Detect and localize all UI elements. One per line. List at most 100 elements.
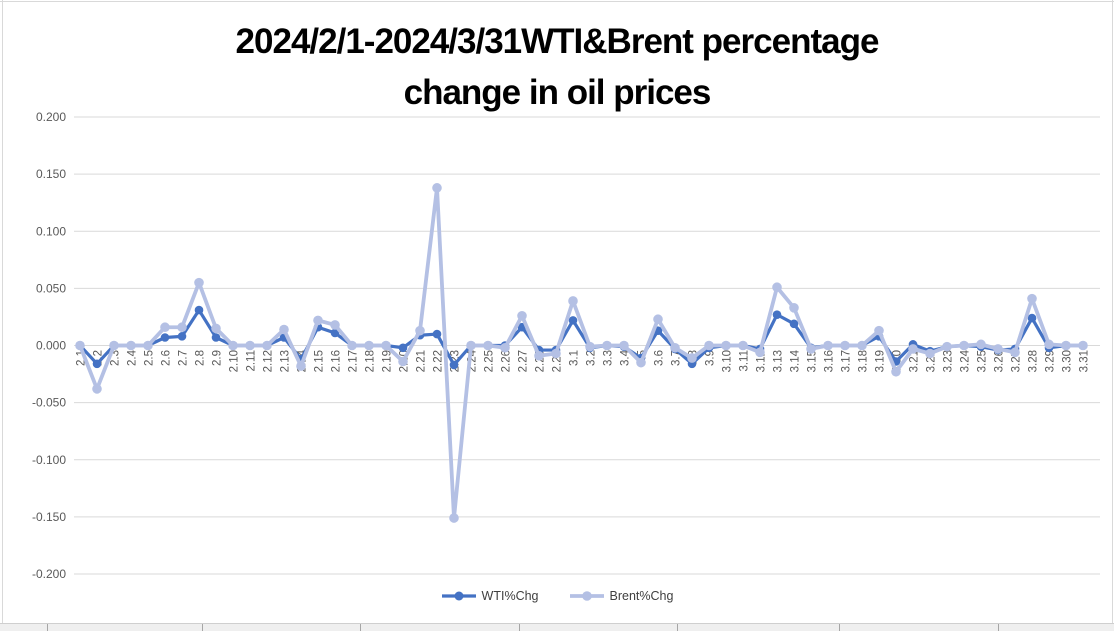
spreadsheet-strip [0,623,1114,631]
data-point-marker [772,310,782,319]
x-axis-tick-label: 2.19 [382,350,394,372]
y-axis-tick-label: 0.150 [36,167,66,181]
y-axis-tick-label: 0.000 [36,339,66,353]
sheet-column-tick [360,624,361,631]
x-axis-tick-label: 3.10 [722,350,734,372]
data-point-marker [432,329,442,339]
data-point-marker [126,340,136,351]
data-point-marker [942,341,952,352]
data-point-marker [602,340,612,351]
data-point-marker [517,310,527,321]
x-axis-tick-label: 3.9 [705,350,717,366]
data-point-marker [534,350,544,361]
data-point-marker [211,323,221,334]
data-point-marker [279,324,289,335]
x-axis-tick-label: 2.12 [263,350,275,372]
data-point-marker [687,353,697,363]
data-point-marker [619,340,629,351]
x-axis-tick-label: 2.15 [314,350,326,372]
y-axis-tick-label: -0.200 [32,567,66,581]
x-axis-tick-label: 2.11 [246,350,258,372]
data-point-marker [568,316,578,325]
data-point-marker [653,314,663,325]
data-point-marker [449,360,459,370]
data-point-marker [976,339,986,350]
x-axis-tick-label: 3.15 [807,350,819,372]
x-axis-tick-label: 2.4 [127,349,139,366]
x-axis-tick-label: 3.13 [773,350,785,372]
chart-legend: WTI%Chg Brent%Chg [0,589,1114,603]
data-point-marker [704,340,714,351]
x-axis-tick-label: 2.5 [144,350,156,366]
x-axis-tick-label: 3.1 [569,350,581,366]
data-point-marker [500,342,510,353]
sheet-column-tick [519,624,520,631]
data-point-marker [177,332,187,341]
chart-title: 2024/2/1-2024/3/31WTI&Brent percentage c… [0,16,1114,118]
x-axis-tick-label: 3.23 [943,350,955,372]
data-point-marker [568,296,578,306]
data-point-marker [245,340,255,351]
x-axis-tick-label: 3.19 [875,350,887,372]
data-point-marker [109,340,119,351]
data-point-marker [381,340,391,351]
sheet-column-tick [839,624,840,631]
legend-item-brent[interactable]: Brent%Chg [569,589,674,603]
x-axis-tick-label: 3.2 [586,350,598,366]
data-point-marker [211,333,221,342]
x-axis-tick-label: 3.25 [977,350,989,372]
x-axis-tick-label: 3.11 [739,350,751,372]
data-point-marker [160,322,170,333]
x-axis-tick-label: 2.25 [484,350,496,372]
data-point-marker [806,344,816,354]
x-axis-tick-label: 3.3 [603,350,615,366]
data-point-marker [755,347,765,358]
data-point-marker [585,341,595,352]
data-point-marker [738,340,748,351]
data-point-marker [1061,340,1071,351]
data-point-marker [262,340,272,351]
data-point-marker [415,325,425,336]
chart-border-left [2,0,3,623]
y-axis-tick-label: 0.100 [36,224,66,238]
data-point-marker [1044,339,1054,350]
legend-label-brent: Brent%Chg [609,589,674,603]
sheet-column-tick [202,624,203,631]
chart-title-line-2: change in oil prices [403,73,712,112]
data-point-marker [636,357,646,368]
data-point-marker [959,340,969,351]
data-point-marker [891,366,901,377]
data-point-marker [466,340,476,351]
data-point-marker [721,340,731,351]
x-axis-tick-label: 3.26 [994,350,1006,372]
data-point-marker [92,359,102,369]
x-axis-tick-label: 3.24 [960,349,972,372]
x-axis-tick-label: 2.27 [518,350,530,372]
data-point-marker [432,183,442,193]
y-axis-tick-label: -0.150 [32,510,66,524]
x-axis-tick-label: 2.21 [416,350,428,372]
data-point-marker [993,344,1003,354]
x-axis-tick-label: 2.26 [501,350,513,372]
x-axis-tick-label: 3.16 [824,350,836,372]
brent-line-marker-icon [569,591,604,601]
x-axis-tick-label: 3.14 [790,349,802,372]
data-point-marker [483,340,493,351]
x-axis-tick-label: 2.16 [331,350,343,372]
y-axis-tick-label: -0.050 [32,396,66,410]
x-axis-tick-label: 3.18 [858,350,870,372]
data-point-marker [874,325,884,336]
x-axis-tick-label: 2.22 [433,350,445,372]
data-point-marker [398,343,408,353]
legend-item-wti[interactable]: WTI%Chg [441,589,539,603]
data-point-marker [364,340,374,351]
data-point-marker [1010,347,1020,358]
x-axis-tick-label: 2.8 [195,350,207,366]
x-axis-tick-label: 2.13 [280,350,292,372]
data-point-marker [296,361,306,371]
data-point-marker [194,277,204,288]
data-point-marker [228,340,238,351]
data-point-marker [177,322,187,333]
